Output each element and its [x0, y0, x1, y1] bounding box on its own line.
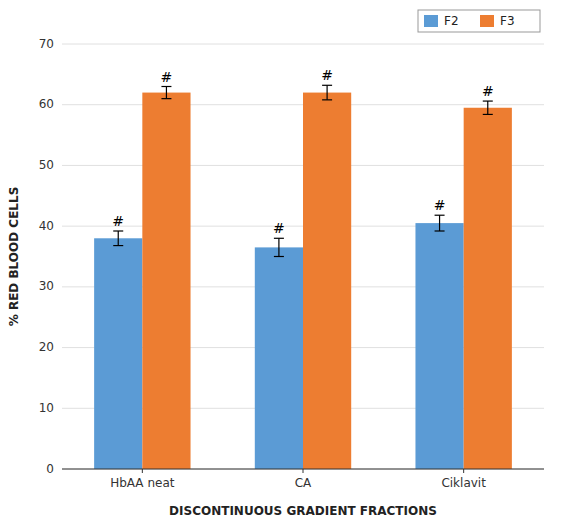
error-bar-cap: [483, 100, 493, 101]
legend: F2 F3: [418, 10, 540, 32]
error-bar-cap: [113, 245, 123, 246]
annotation: #: [482, 83, 494, 99]
error-bar: [322, 85, 332, 100]
y-tick-label: 70: [39, 37, 54, 51]
annotation: #: [273, 220, 285, 236]
y-tick-label: 10: [39, 401, 54, 415]
error-bar-cap: [322, 99, 332, 100]
error-bar-stem: [487, 101, 488, 114]
error-bar: [161, 87, 171, 99]
x-axis: HbAA neat CA Ciklavit: [62, 469, 544, 490]
bars: [94, 85, 512, 469]
error-bar-cap: [435, 215, 445, 216]
error-bar-stem: [278, 238, 279, 256]
bar: [303, 93, 351, 469]
x-tick-label: CA: [295, 476, 312, 490]
y-tick-label: 30: [39, 279, 54, 293]
annotation: #: [434, 197, 446, 213]
bar: [464, 108, 512, 469]
error-bar: [483, 101, 493, 114]
y-axis: 0 10 20 30 40 50 60 70: [39, 37, 544, 476]
error-bar-cap: [113, 230, 123, 231]
legend-swatch: [480, 15, 494, 27]
annotation: #: [321, 67, 333, 83]
bar: [142, 93, 190, 469]
error-bar-stem: [118, 231, 119, 246]
y-axis-label: % RED BLOOD CELLS: [7, 187, 21, 327]
legend-label: F2: [444, 14, 459, 28]
error-bar: [113, 231, 123, 246]
error-bar-cap: [483, 114, 493, 115]
annotation: #: [112, 213, 124, 229]
bar: [415, 223, 463, 469]
x-tick: [463, 469, 464, 473]
error-bar-cap: [161, 86, 171, 87]
x-tick-label: HbAA neat: [110, 476, 175, 490]
error-bar-stem: [166, 87, 167, 99]
legend-swatch: [424, 15, 438, 27]
grid-line: [62, 44, 544, 45]
annotation: #: [161, 69, 173, 85]
error-bar: [274, 238, 284, 256]
y-tick-label: 40: [39, 219, 54, 233]
bar: [255, 247, 303, 469]
error-bar-cap: [322, 85, 332, 86]
annotations: # # # # # #: [112, 67, 493, 236]
x-tick: [303, 469, 304, 473]
error-bar-stem: [439, 215, 440, 231]
chart: 0 10 20 30 40 50 60 70 # # # # # # HbAA neat CA Ciklavit…: [0, 0, 564, 531]
y-tick-label: 60: [39, 97, 54, 111]
legend-label: F3: [500, 14, 515, 28]
error-bar: [435, 215, 445, 231]
error-bar-cap: [274, 238, 284, 239]
error-bar-stem: [327, 85, 328, 100]
y-tick-label: 50: [39, 158, 54, 172]
error-bar-cap: [161, 98, 171, 99]
x-axis-label: DISCONTINUOUS GRADIENT FRACTIONS: [169, 504, 437, 518]
x-tick: [142, 469, 143, 473]
x-tick-label: Ciklavit: [441, 476, 486, 490]
bar: [94, 238, 142, 469]
y-tick-label: 0: [46, 462, 54, 476]
legend-frame: [418, 10, 540, 32]
y-tick-label: 20: [39, 340, 54, 354]
error-bar-cap: [274, 256, 284, 257]
error-bar-cap: [435, 230, 445, 231]
